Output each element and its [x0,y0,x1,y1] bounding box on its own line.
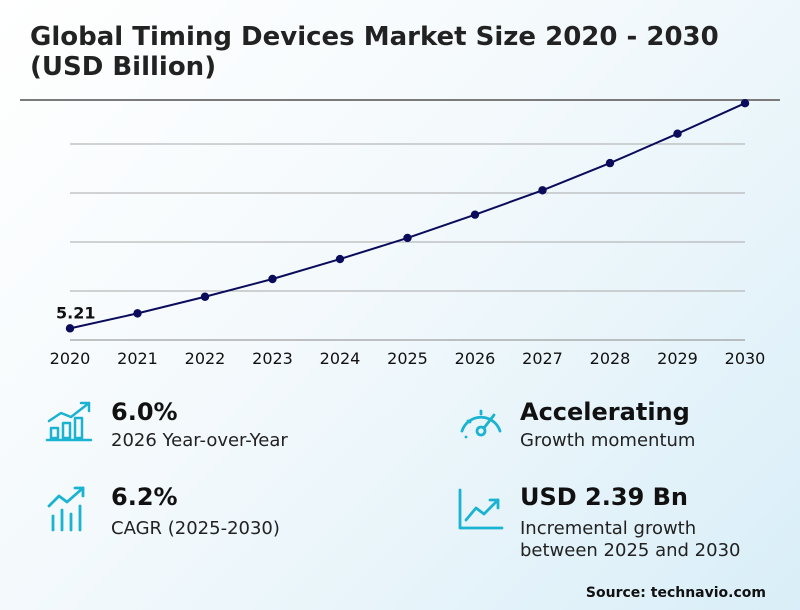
yoy-label: 2026 Year-over-Year [111,430,288,451]
cagr-value: 6.2% [111,483,178,511]
incremental-label-line1: Incremental growth [520,518,697,539]
x-tick-label: 2020 [50,349,91,368]
data-point [740,99,750,108]
line-chart: 2020 2021 2022 2023 2024 2025 2026 2027 2028 2029… [50,99,766,368]
x-tick-label: 2027 [522,349,563,368]
data-point [673,129,682,138]
data-point [470,210,480,219]
stat-yoy: 6.0% 2026 Year-over-Year [45,395,375,455]
x-tick-label: 2023 [252,349,293,368]
x-tick-label: 2029 [657,349,698,368]
line-chart-up-icon [458,488,504,530]
data-point [538,186,547,195]
data-point [335,254,345,264]
yoy-value: 6.0% [111,398,178,426]
x-tick-label: 2030 [725,349,766,368]
x-tick-label: 2024 [320,349,361,368]
x-tick-label: 2028 [590,349,631,368]
x-tick-label: 2022 [185,349,226,368]
x-tick-label: 2021 [117,349,158,368]
stat-cagr: 6.2% CAGR (2025-2030) [45,482,375,542]
data-point [65,324,75,333]
x-tick-label: 2026 [455,349,496,368]
stat-momentum: Accelerating Growth momentum [456,395,786,455]
momentum-value: Accelerating [520,398,690,426]
data-point [605,158,615,168]
data-point [133,309,142,318]
x-tick-label: 2025 [387,349,428,368]
data-point [200,292,210,301]
cagr-label: CAGR (2025-2030) [111,518,280,539]
incremental-label-line2: between 2025 and 2030 [520,540,741,561]
series-line [69,102,746,330]
data-point [268,274,277,284]
data-label: 5.21 [56,303,95,322]
title-divider [20,99,780,101]
speedometer-icon [460,409,502,439]
source-note: Source: technavio.com [585,585,766,601]
stat-incremental: USD 2.39 Bn Incremental growth between 2… [456,482,786,562]
data-point [403,233,412,243]
bar-chart-growth-icon [45,401,93,442]
incremental-value: USD 2.39 Bn [520,483,688,511]
trend-bars-icon [47,486,85,532]
momentum-label: Growth momentum [520,430,696,451]
chart-title: Global Timing Devices Market Size 2020 -… [30,22,719,82]
